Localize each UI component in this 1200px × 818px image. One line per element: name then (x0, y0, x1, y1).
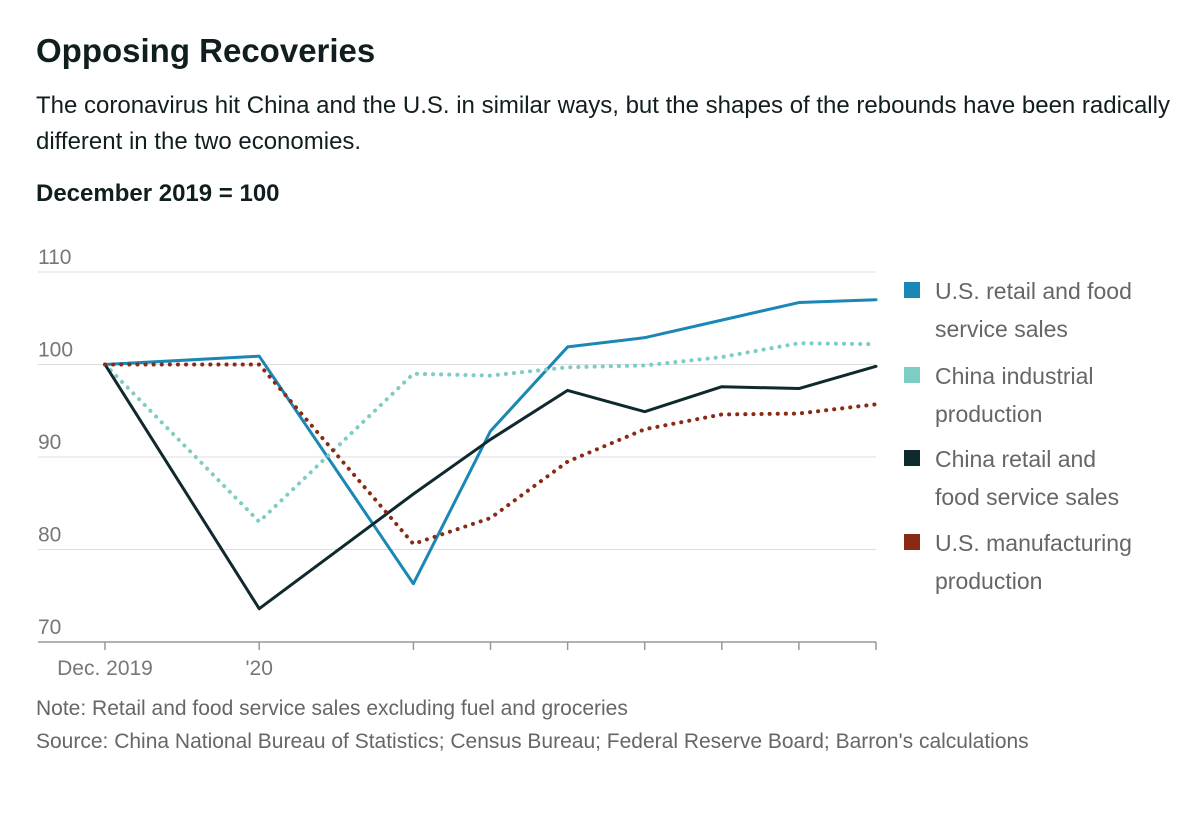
series-line (103, 298, 878, 586)
y-axis-label: December 2019 = 100 (36, 180, 280, 207)
legend-item: China retail and food service sales (904, 440, 1144, 516)
y-tick-label: 100 (38, 339, 73, 362)
x-tick-label: Dec. 2019 (57, 657, 153, 680)
y-tick-label: 90 (38, 431, 61, 454)
chart-title: Opposing Recoveries (36, 32, 376, 69)
legend-swatch (904, 367, 920, 383)
legend-item: U.S. retail and food service sales (904, 272, 1144, 348)
y-tick-label: 70 (38, 616, 61, 639)
y-tick-label: 80 (38, 524, 61, 547)
legend-label: China industrial production (935, 363, 1094, 427)
series-line (103, 341, 878, 524)
legend-swatch (904, 534, 920, 550)
legend-label: China retail and food service sales (935, 446, 1120, 510)
legend-item: China industrial production (904, 357, 1144, 433)
x-tick-label: '20 (246, 657, 273, 680)
series-line (103, 362, 878, 546)
legend-swatch (904, 450, 920, 466)
legend-swatch (904, 282, 920, 298)
legend-item: U.S. manufacturing production (904, 524, 1144, 600)
series-line (103, 363, 878, 611)
y-tick-label: 110 (38, 246, 71, 269)
chart-subtitle: The coronavirus hit China and the U.S. i… (36, 92, 1170, 155)
note: Note: Retail and food service sales excl… (36, 697, 628, 720)
legend-label: U.S. manufacturing production (935, 530, 1132, 594)
source: Source: China National Bureau of Statist… (36, 730, 1029, 753)
legend-label: U.S. retail and food service sales (935, 278, 1132, 342)
